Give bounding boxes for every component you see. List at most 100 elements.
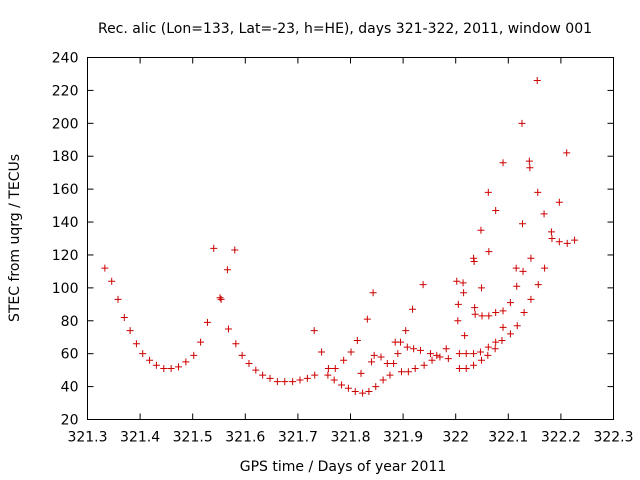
y-axis-label: STEC from uqrg / TECUs bbox=[7, 154, 23, 322]
data-point bbox=[190, 351, 198, 359]
data-point bbox=[555, 238, 563, 246]
data-point bbox=[455, 364, 463, 372]
data-point bbox=[485, 248, 493, 256]
plot-frame bbox=[87, 57, 614, 420]
data-point bbox=[462, 350, 470, 358]
data-point bbox=[266, 374, 274, 382]
data-point bbox=[555, 198, 563, 206]
data-point bbox=[231, 246, 239, 254]
data-point bbox=[370, 351, 378, 359]
data-point bbox=[330, 376, 338, 384]
data-point bbox=[238, 351, 246, 359]
data-point bbox=[428, 356, 436, 364]
data-point bbox=[499, 323, 507, 331]
data-point bbox=[245, 360, 253, 368]
data-point bbox=[347, 348, 355, 356]
data-point bbox=[519, 220, 527, 228]
data-point bbox=[120, 313, 128, 321]
data-point bbox=[454, 317, 462, 325]
data-point bbox=[296, 376, 304, 384]
data-point bbox=[492, 338, 500, 346]
y-tick-label: 240 bbox=[52, 51, 79, 67]
x-tick-label: 322 bbox=[442, 430, 469, 446]
data-point bbox=[289, 378, 297, 386]
data-point bbox=[433, 351, 441, 359]
data-point bbox=[351, 388, 359, 396]
data-point bbox=[167, 364, 175, 372]
x-tick-label: 322.2 bbox=[541, 430, 581, 446]
data-point bbox=[344, 384, 352, 392]
data-point bbox=[390, 360, 398, 368]
data-point bbox=[182, 358, 190, 366]
x-tick-label: 321.6 bbox=[225, 430, 265, 446]
x-tick-label: 321.4 bbox=[120, 430, 160, 446]
data-point bbox=[152, 361, 160, 369]
data-point bbox=[563, 149, 571, 157]
data-point bbox=[548, 235, 556, 242]
data-point bbox=[470, 361, 478, 369]
data-point bbox=[478, 312, 486, 320]
data-point bbox=[444, 355, 452, 363]
data-point bbox=[410, 345, 418, 353]
data-point bbox=[470, 254, 478, 262]
data-point bbox=[318, 348, 326, 356]
data-point bbox=[453, 277, 461, 285]
data-point bbox=[338, 381, 346, 389]
data-point bbox=[476, 348, 484, 356]
y-tick-label: 180 bbox=[52, 149, 79, 165]
data-point bbox=[485, 312, 493, 320]
data-point bbox=[491, 345, 499, 353]
data-point bbox=[363, 315, 371, 323]
data-point bbox=[540, 210, 548, 218]
data-point bbox=[484, 188, 492, 196]
data-point bbox=[303, 374, 311, 382]
data-point bbox=[174, 363, 182, 371]
data-point bbox=[461, 332, 469, 340]
data-point bbox=[357, 369, 365, 377]
data-point bbox=[471, 304, 479, 312]
data-point bbox=[403, 343, 411, 351]
x-tick-label: 322.3 bbox=[593, 430, 633, 446]
data-point bbox=[526, 164, 534, 172]
x-tick-label: 322.1 bbox=[488, 430, 528, 446]
data-points bbox=[101, 77, 579, 397]
x-tick-label: 321.3 bbox=[67, 430, 107, 446]
y-tick-label: 80 bbox=[61, 314, 79, 330]
data-point bbox=[442, 345, 450, 353]
data-point bbox=[563, 239, 571, 247]
data-point bbox=[547, 228, 555, 236]
data-point bbox=[108, 277, 116, 285]
data-point bbox=[525, 157, 533, 165]
data-point bbox=[492, 207, 500, 215]
data-point bbox=[499, 159, 507, 167]
data-point bbox=[101, 264, 109, 272]
data-point bbox=[455, 350, 463, 358]
data-point bbox=[216, 294, 224, 302]
y-tick-label: 100 bbox=[52, 281, 79, 297]
chart-title: Rec. alic (Lon=133, Lat=-23, h=HE), days… bbox=[98, 21, 592, 37]
data-point bbox=[379, 376, 387, 384]
y-tick-label: 140 bbox=[52, 215, 79, 231]
y-axis-ticks: 20 40 60 80 100 120 140 160 180 200 220 240 bbox=[52, 51, 614, 429]
data-point bbox=[377, 353, 385, 361]
data-point bbox=[409, 305, 417, 313]
data-point bbox=[402, 327, 410, 335]
data-point bbox=[383, 360, 391, 368]
data-point bbox=[369, 289, 377, 297]
data-point bbox=[459, 279, 467, 287]
data-point bbox=[411, 364, 419, 372]
x-axis-label: GPS time / Days of year 2011 bbox=[240, 459, 447, 475]
data-point bbox=[419, 281, 427, 289]
y-tick-label: 120 bbox=[52, 248, 79, 264]
data-point bbox=[126, 327, 134, 335]
data-point bbox=[359, 389, 367, 397]
data-point bbox=[331, 364, 339, 372]
data-point bbox=[386, 371, 394, 379]
data-point bbox=[420, 361, 428, 369]
data-point bbox=[340, 356, 348, 364]
data-point bbox=[534, 188, 542, 196]
data-point bbox=[281, 378, 289, 386]
data-point bbox=[470, 258, 478, 266]
data-point bbox=[512, 264, 520, 272]
